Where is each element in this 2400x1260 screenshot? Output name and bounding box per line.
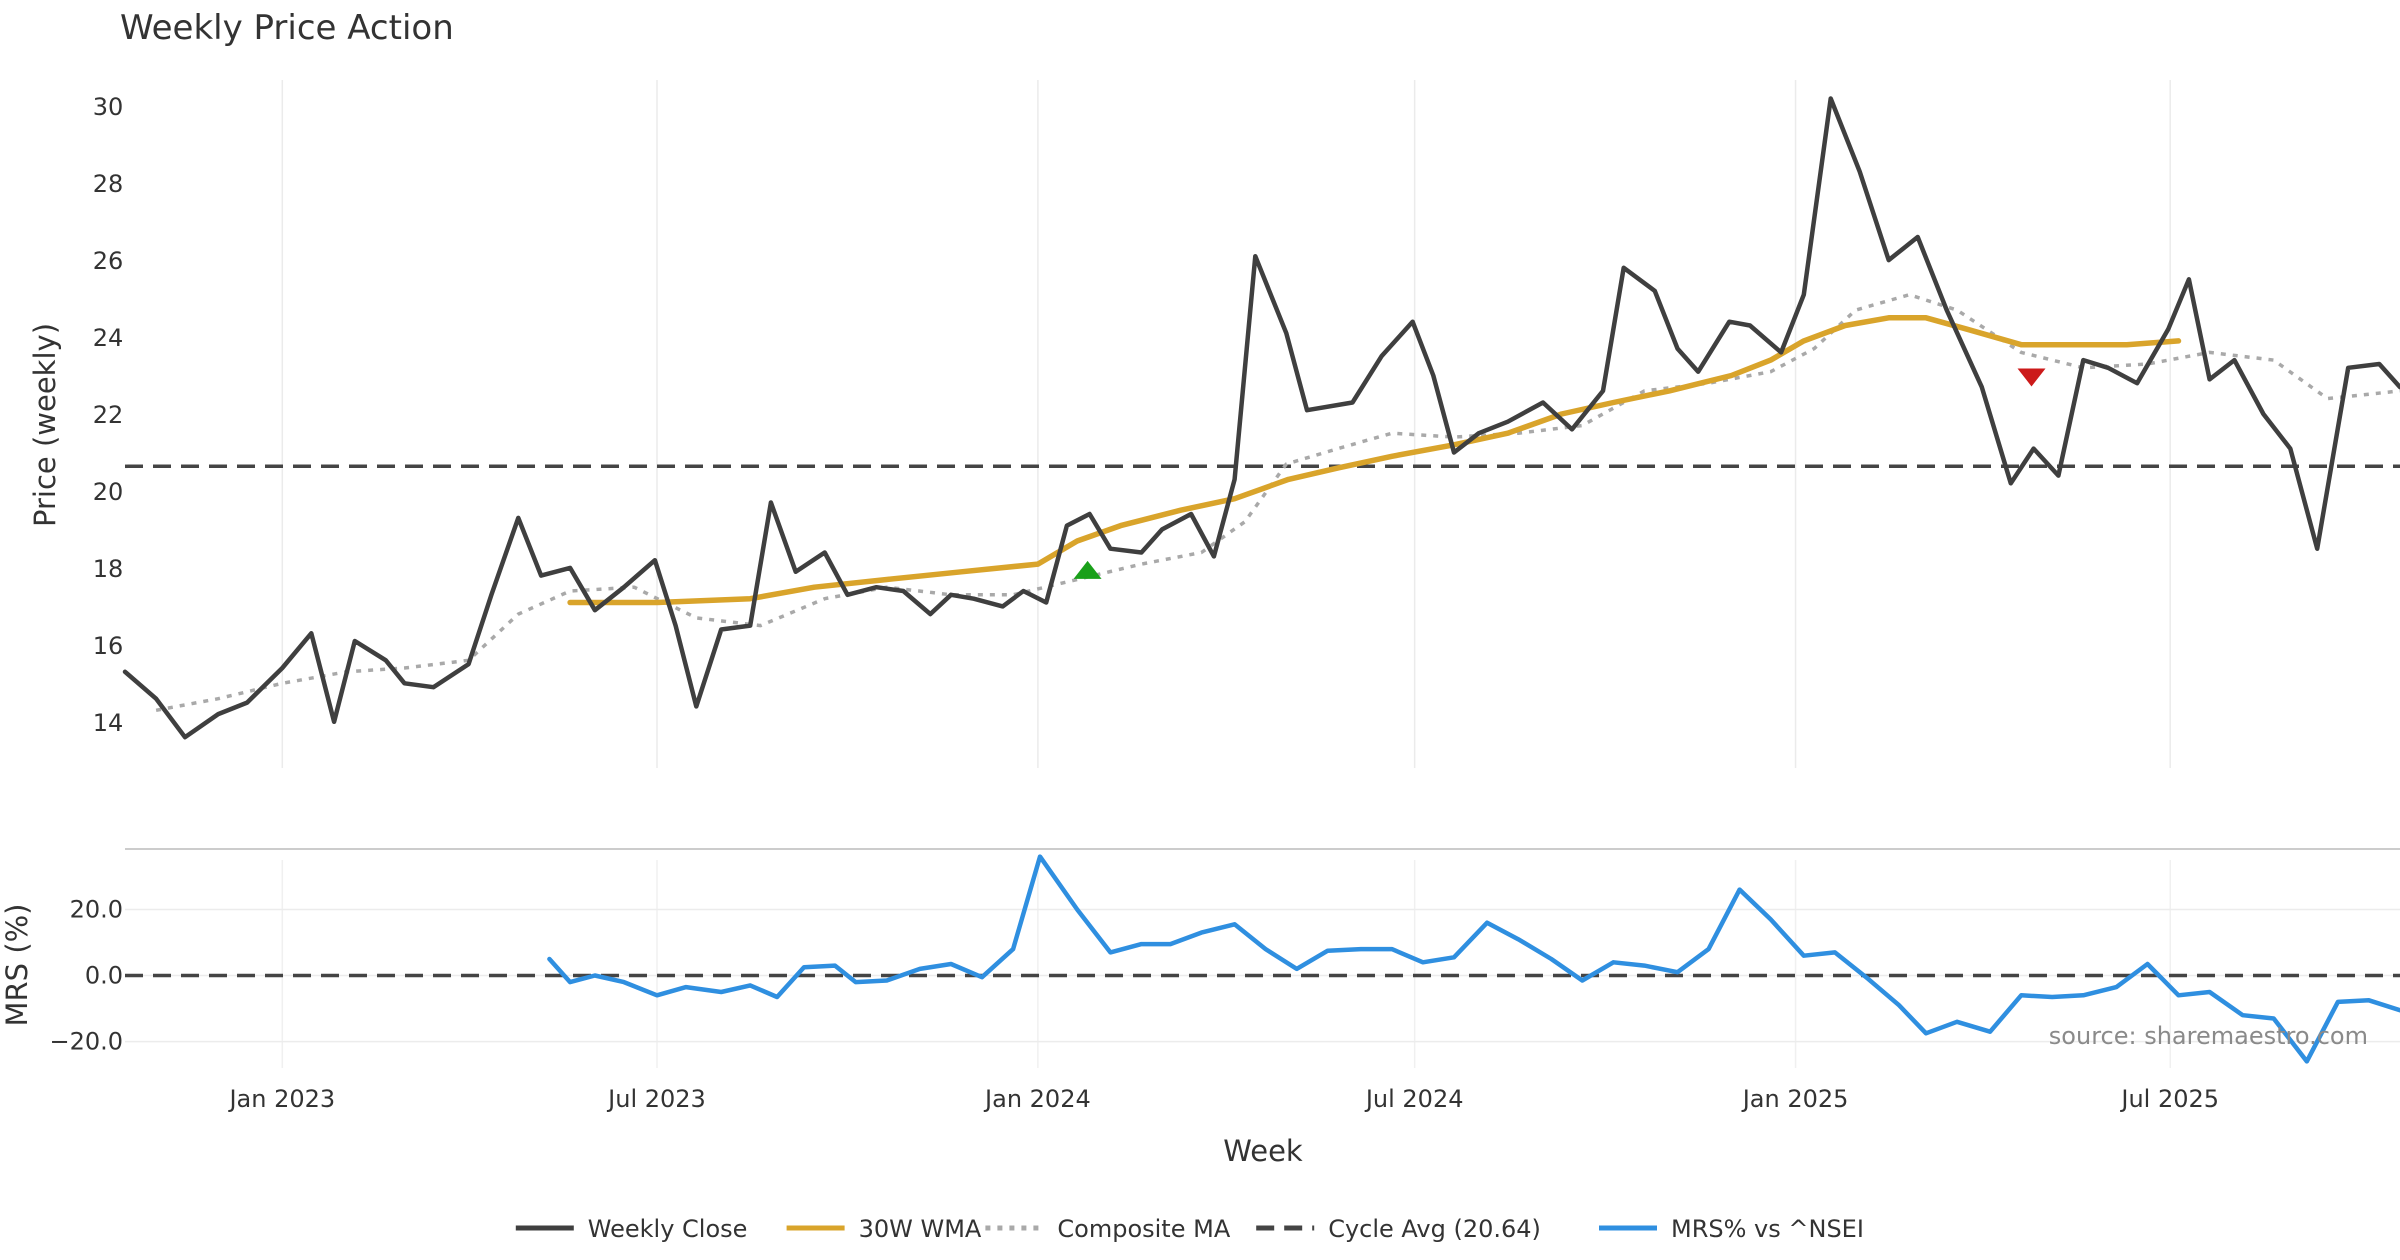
price-y-tick-label: 20 [93, 478, 124, 506]
mrs-panel: Jan 2023 Jul 2023 Jan 2024 Jul 2024 Jan 2025… [49, 848, 2400, 1113]
price-y-tick-label: 16 [93, 632, 124, 660]
sell-signal-marker [2017, 368, 2046, 387]
source-annotation: source: sharemaestro.com [2049, 1022, 2368, 1050]
legend: Weekly Close 30W WMA Composite MA Cycle Avg… [515, 1215, 1864, 1243]
mrs-series-mrs-vs-nsei [547, 854, 2400, 1064]
price-series-composite-ma [155, 292, 2400, 713]
legend-label: Composite MA [1057, 1215, 1230, 1243]
price-y-tick-label: 30 [93, 93, 124, 121]
price-series-weekly-close [122, 96, 2400, 740]
x-tick-label: Jul 2025 [2119, 1085, 2219, 1113]
buy-signal-marker [1073, 560, 1102, 579]
legend-label: Cycle Avg (20.64) [1328, 1215, 1541, 1243]
mrs-y-tick-label: 20.0 [70, 895, 123, 923]
price-series-30w-wma [567, 315, 2182, 606]
legend-label: 30W WMA [859, 1215, 982, 1243]
x-tick-label: Jan 2025 [1741, 1085, 1849, 1113]
x-tick-label: Jan 2023 [227, 1085, 335, 1113]
x-axis-label: Week [1223, 1134, 1303, 1168]
legend-label: MRS% vs ^NSEI [1671, 1215, 1864, 1243]
x-tick-label: Jul 2023 [606, 1085, 706, 1113]
mrs-y-tick-label: 0.0 [85, 962, 123, 990]
price-y-tick-label: 18 [93, 555, 124, 583]
chart-title: Weekly Price Action [120, 8, 454, 48]
x-tick-label: Jul 2024 [1364, 1085, 1464, 1113]
legend-label: Weekly Close [588, 1215, 748, 1243]
price-y-tick-label: 22 [93, 401, 124, 429]
x-tick-label: Jan 2024 [983, 1085, 1091, 1113]
price-y-tick-label: 14 [93, 709, 124, 737]
mrs-y-axis-label: MRS (%) [0, 904, 34, 1027]
price-y-axis-label: Price (weekly) [28, 323, 62, 527]
price-y-tick-label: 28 [93, 170, 124, 198]
price-panel: 14 16 18 20 22 24 26 28 30 [93, 80, 2400, 768]
price-y-tick-label: 24 [93, 324, 124, 352]
price-y-tick-label: 26 [93, 247, 124, 275]
mrs-y-tick-label: −20.0 [49, 1028, 123, 1056]
